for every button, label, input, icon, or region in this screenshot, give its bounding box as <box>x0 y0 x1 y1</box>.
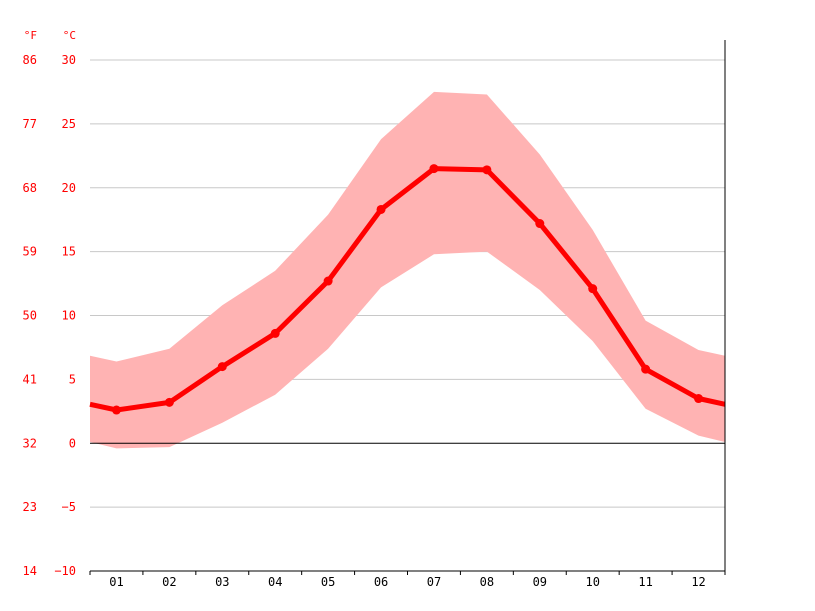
mean-point-06 <box>376 204 386 214</box>
x-tick-label-01: 01 <box>109 575 123 589</box>
mean-point-10 <box>588 284 598 294</box>
x-tick-label-10: 10 <box>585 575 599 589</box>
mean-temperature-line <box>89 166 726 413</box>
y-tick-label-c: 25 <box>62 117 76 131</box>
mean-point-07 <box>429 164 439 174</box>
y-tick-label-c: −10 <box>54 564 76 578</box>
y-tick-label-c: 5 <box>69 372 76 386</box>
x-tick-label-07: 07 <box>427 575 441 589</box>
y-tick-label-c: 0 <box>69 436 76 450</box>
mean-temperature-points <box>111 164 704 415</box>
y-tick-label-f: 41 <box>23 372 37 386</box>
celsius-unit-label: °C <box>63 29 76 42</box>
x-tick-label-12: 12 <box>691 575 705 589</box>
fahrenheit-unit-label: °F <box>24 29 37 42</box>
temperature-range-band <box>90 91 725 449</box>
mean-point-05 <box>323 276 333 286</box>
y-tick-label-f: 77 <box>23 117 37 131</box>
y-tick-label-f: 59 <box>23 245 37 259</box>
x-tick-label-06: 06 <box>374 575 388 589</box>
x-tick-label-02: 02 <box>162 575 176 589</box>
y-tick-label-f: 50 <box>23 309 37 323</box>
mean-point-08 <box>482 165 492 175</box>
y-tick-label-f: 14 <box>23 564 37 578</box>
y-tick-label-f: 23 <box>23 500 37 514</box>
mean-point-11 <box>641 364 651 374</box>
mean-point-12 <box>694 394 704 404</box>
x-tick-label-05: 05 <box>321 575 335 589</box>
x-axis-labels: 01 02 03 04 05 06 07 08 09 10 11 12 <box>109 575 706 589</box>
y-axis-labels: 86 30 77 25 68 20 59 15 50 10 41 5 32 0 23 −5 14 −10 <box>23 53 76 578</box>
mean-point-03 <box>217 362 227 372</box>
x-tick-label-11: 11 <box>638 575 652 589</box>
y-tick-label-c: 20 <box>62 181 76 195</box>
y-tick-label-c: 30 <box>62 53 76 67</box>
x-tick-label-09: 09 <box>533 575 547 589</box>
x-tick-label-08: 08 <box>480 575 494 589</box>
mean-point-02 <box>164 397 174 407</box>
x-tick-label-03: 03 <box>215 575 229 589</box>
mean-point-09 <box>535 219 545 229</box>
mean-point-04 <box>270 328 280 338</box>
y-tick-label-f: 32 <box>23 436 37 450</box>
axes <box>89 40 726 575</box>
y-tick-label-f: 68 <box>23 181 37 195</box>
y-tick-label-c: −5 <box>62 500 76 514</box>
x-tick-label-04: 04 <box>268 575 282 589</box>
y-tick-label-f: 86 <box>23 53 37 67</box>
y-tick-label-c: 10 <box>62 309 76 323</box>
y-tick-label-c: 15 <box>62 245 76 259</box>
mean-point-01 <box>111 405 121 415</box>
